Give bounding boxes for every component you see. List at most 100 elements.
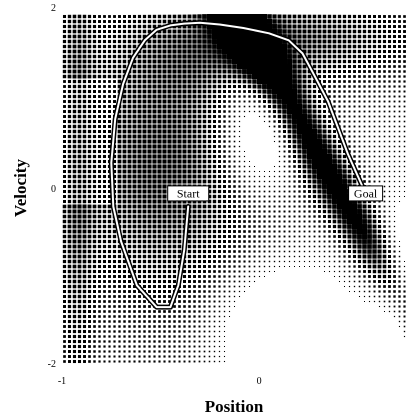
heatmap-cell bbox=[62, 49, 67, 54]
heatmap-cell bbox=[178, 335, 181, 338]
heatmap-cell bbox=[312, 109, 317, 114]
heatmap-cell bbox=[103, 315, 106, 318]
heatmap-cell bbox=[122, 179, 127, 184]
heatmap-cell bbox=[287, 24, 292, 29]
heatmap-cell bbox=[332, 214, 337, 219]
heatmap-cell bbox=[347, 169, 352, 174]
heatmap-cell bbox=[187, 254, 192, 259]
heatmap-cell bbox=[182, 169, 187, 174]
heatmap-cell bbox=[372, 254, 377, 259]
heatmap-cell bbox=[328, 265, 331, 268]
heatmap-cell bbox=[293, 225, 296, 228]
heatmap-cell bbox=[112, 74, 117, 79]
heatmap-cell bbox=[403, 65, 406, 68]
heatmap-cell bbox=[167, 69, 172, 74]
heatmap-cell bbox=[152, 244, 157, 249]
heatmap-cell bbox=[292, 24, 297, 29]
heatmap-cell bbox=[117, 254, 122, 259]
heatmap-cell bbox=[128, 335, 131, 338]
heatmap-cell bbox=[223, 170, 226, 173]
heatmap-cell bbox=[323, 235, 326, 238]
heatmap-cell bbox=[378, 65, 381, 68]
heatmap-cell bbox=[182, 139, 187, 144]
heatmap-cell bbox=[113, 295, 116, 298]
heatmap-cell bbox=[162, 279, 167, 284]
heatmap-cell bbox=[347, 19, 352, 24]
heatmap-cell bbox=[317, 204, 322, 209]
heatmap-cell bbox=[283, 195, 286, 198]
heatmap-cell bbox=[253, 280, 256, 283]
heatmap-cell bbox=[223, 320, 226, 323]
heatmap-cell bbox=[332, 54, 337, 59]
heatmap-cell bbox=[213, 345, 216, 348]
heatmap-cell bbox=[67, 79, 72, 84]
heatmap-cell bbox=[262, 14, 267, 19]
heatmap-cell bbox=[157, 29, 162, 34]
heatmap-cell bbox=[147, 184, 152, 189]
heatmap-cell bbox=[338, 270, 341, 273]
heatmap-cell bbox=[153, 295, 156, 298]
heatmap-cell bbox=[103, 100, 106, 103]
heatmap-cell bbox=[127, 224, 132, 229]
heatmap-cell bbox=[393, 60, 396, 63]
heatmap-cell bbox=[172, 64, 177, 69]
heatmap-cell bbox=[72, 174, 77, 179]
heatmap-cell bbox=[112, 34, 117, 39]
heatmap-cell bbox=[147, 59, 152, 64]
heatmap-cell bbox=[97, 239, 102, 244]
heatmap-cell bbox=[338, 245, 341, 248]
heatmap-cell bbox=[322, 209, 327, 214]
heatmap-cell bbox=[373, 145, 376, 148]
heatmap-cell bbox=[282, 89, 287, 94]
heatmap-cell bbox=[127, 74, 132, 79]
heatmap-cell bbox=[62, 14, 67, 19]
heatmap-cell bbox=[218, 330, 221, 333]
heatmap-cell bbox=[233, 120, 236, 123]
heatmap-cell bbox=[368, 95, 371, 98]
heatmap-cell bbox=[118, 325, 121, 328]
heatmap-cell bbox=[273, 170, 276, 173]
heatmap-cell bbox=[273, 130, 276, 133]
heatmap-cell bbox=[97, 134, 102, 139]
heatmap-cell bbox=[233, 270, 236, 273]
heatmap-cell bbox=[223, 325, 226, 328]
heatmap-cell bbox=[287, 129, 292, 134]
heatmap-cell bbox=[372, 34, 377, 39]
heatmap-cell bbox=[127, 89, 132, 94]
heatmap-cell bbox=[268, 120, 271, 123]
heatmap-cell bbox=[353, 270, 356, 273]
heatmap-cell bbox=[97, 229, 102, 234]
heatmap-cell bbox=[122, 104, 127, 109]
heatmap-cell bbox=[77, 64, 82, 69]
heatmap-cell bbox=[198, 290, 201, 293]
heatmap-cell bbox=[232, 44, 237, 49]
heatmap-cell bbox=[307, 74, 312, 79]
heatmap-cell bbox=[132, 174, 137, 179]
heatmap-cell bbox=[217, 34, 222, 39]
heatmap-cell bbox=[92, 149, 97, 154]
heatmap-cell bbox=[343, 115, 346, 118]
heatmap-cell bbox=[182, 84, 187, 89]
heatmap-cell bbox=[248, 100, 251, 103]
heatmap-cell bbox=[388, 110, 391, 113]
heatmap-cell bbox=[128, 285, 131, 288]
heatmap-cell bbox=[72, 334, 77, 339]
heatmap-cell bbox=[77, 229, 82, 234]
heatmap-cell bbox=[72, 139, 77, 144]
heatmap-cell bbox=[87, 249, 92, 254]
heatmap-cell bbox=[398, 300, 401, 303]
heatmap-cell bbox=[77, 39, 82, 44]
heatmap-cell bbox=[207, 174, 212, 179]
heatmap-cell bbox=[162, 134, 167, 139]
heatmap-cell bbox=[317, 49, 322, 54]
heatmap-cell bbox=[367, 224, 372, 229]
heatmap-cell bbox=[203, 285, 206, 288]
heatmap-cell bbox=[82, 34, 87, 39]
heatmap-cell bbox=[253, 215, 256, 218]
heatmap-cell bbox=[132, 219, 137, 224]
heatmap-cell bbox=[92, 139, 97, 144]
heatmap-cell bbox=[352, 249, 357, 254]
heatmap-cell bbox=[248, 175, 251, 178]
heatmap-cell bbox=[348, 130, 351, 133]
heatmap-cell bbox=[383, 150, 386, 153]
